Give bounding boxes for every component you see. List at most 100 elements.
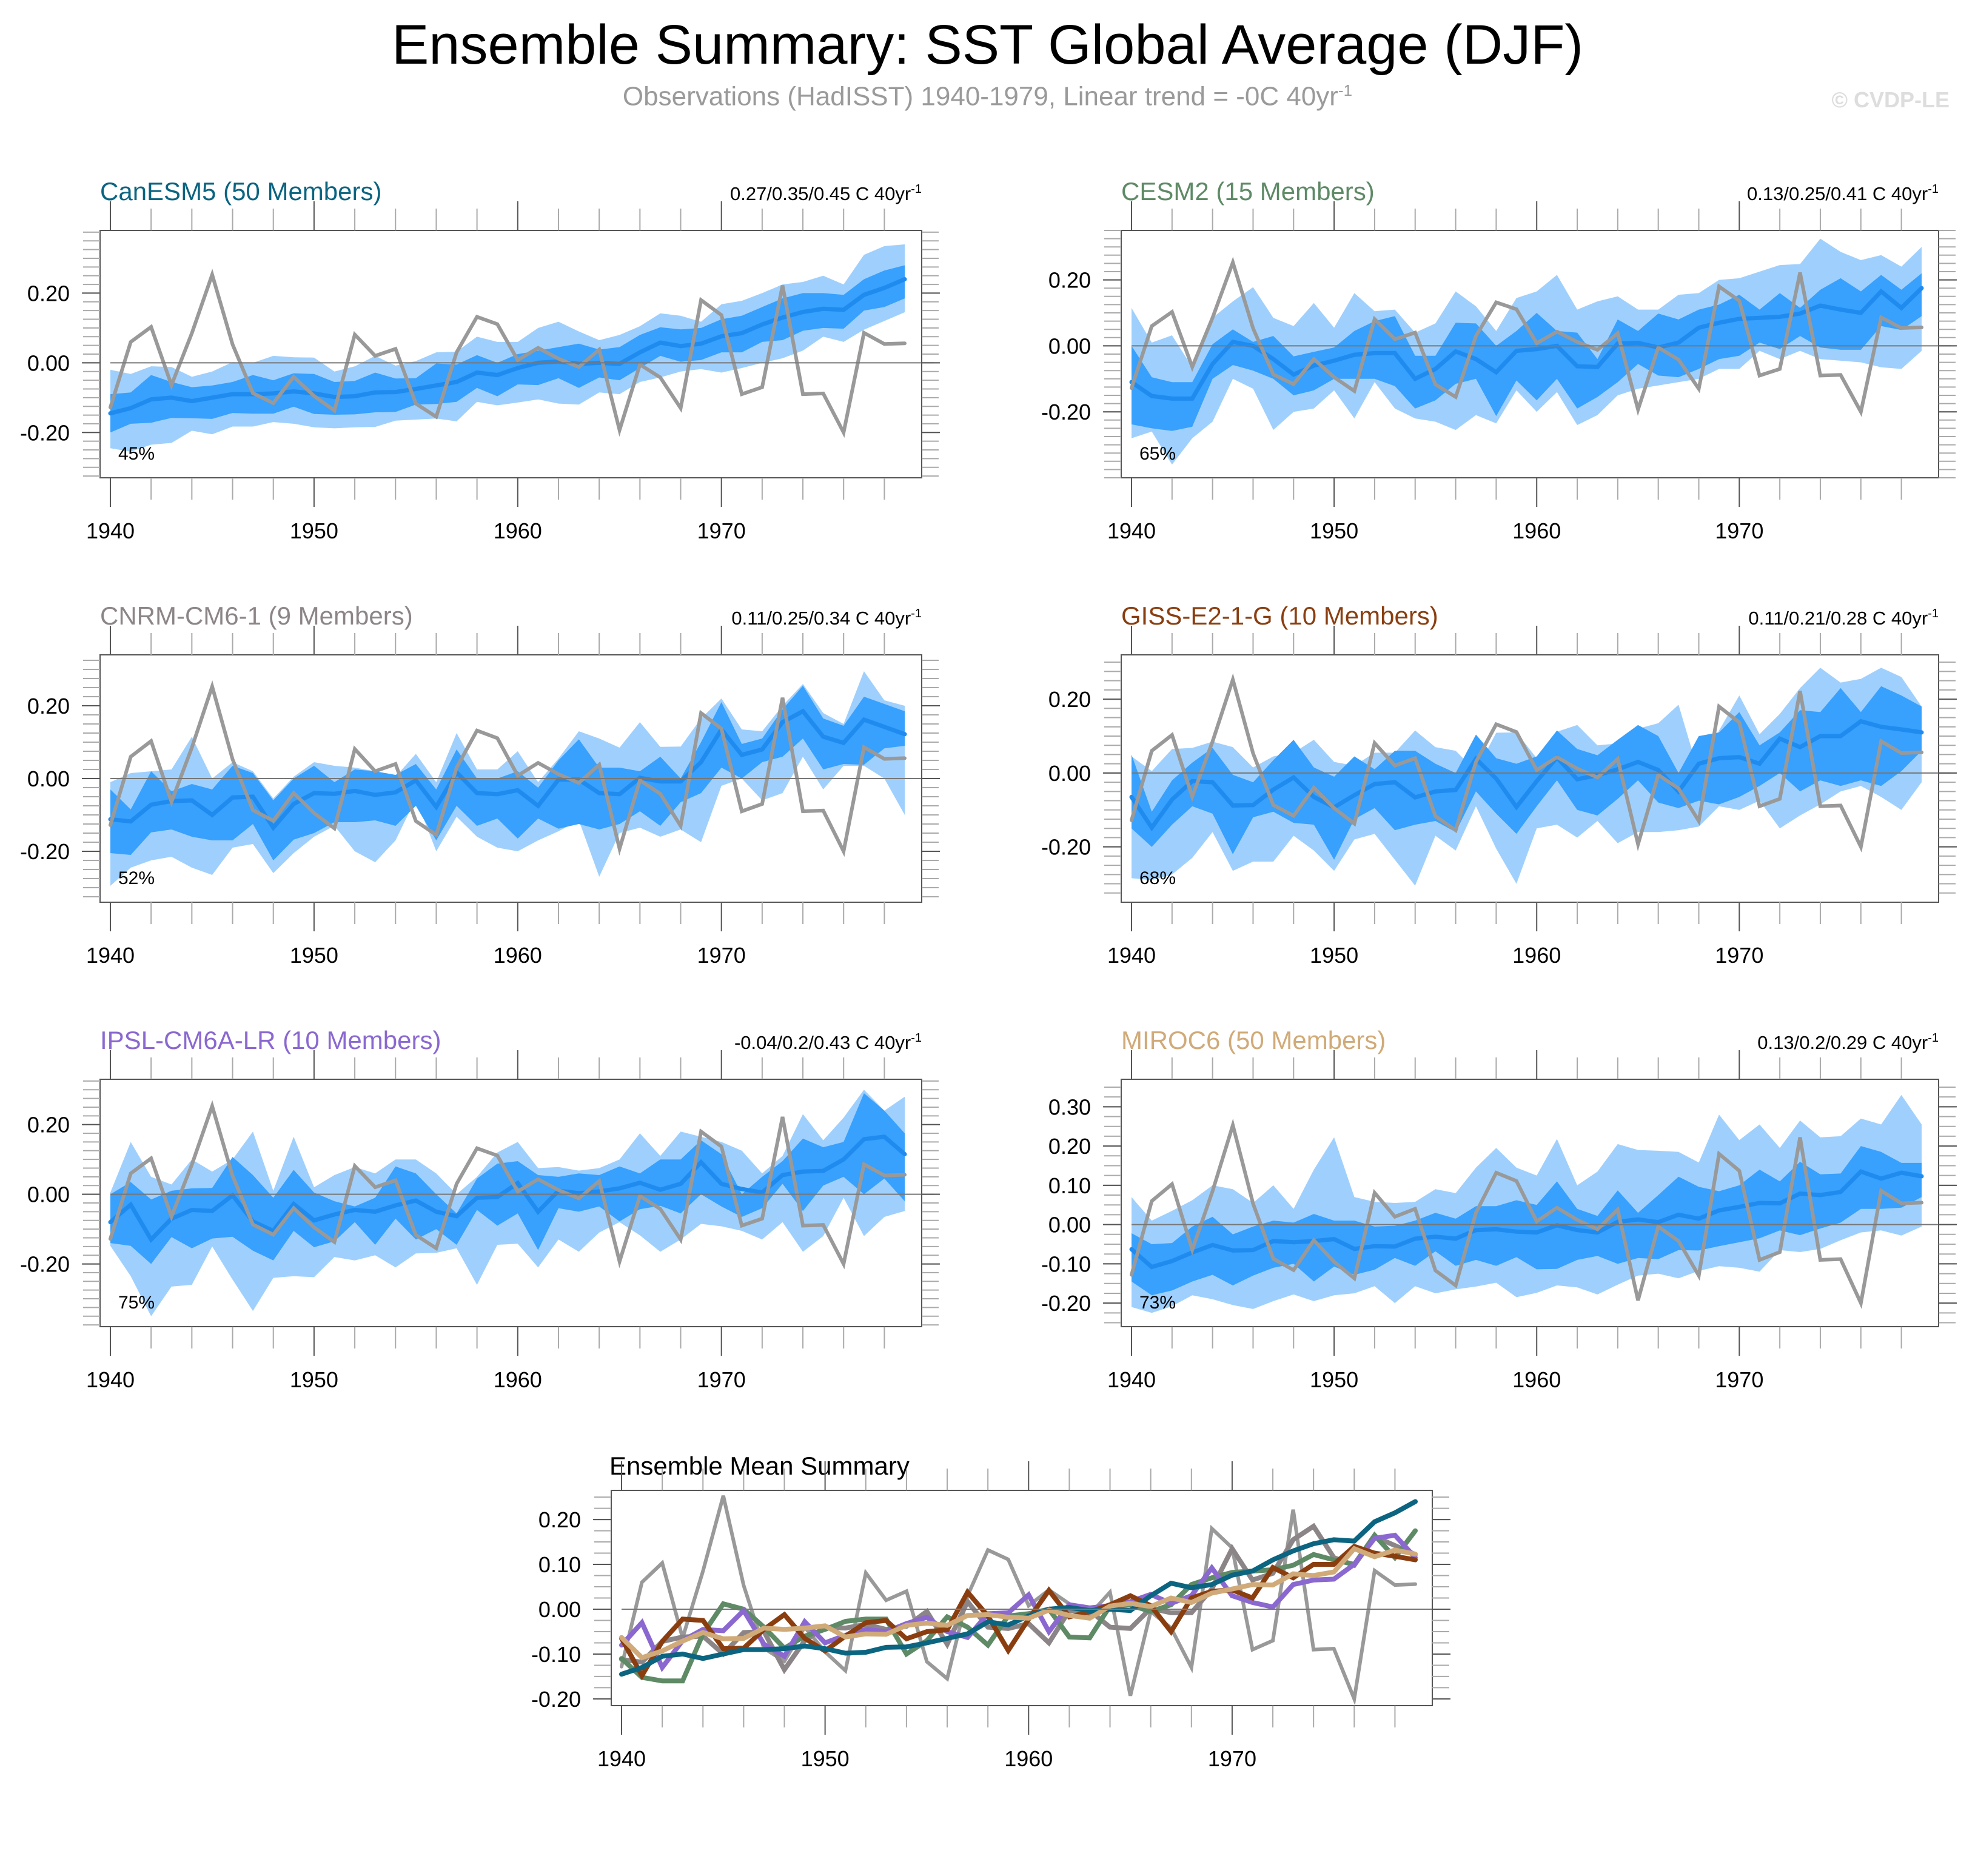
y-tick-label: -0.20 [1041, 835, 1091, 860]
x-tick-label: 1950 [290, 518, 338, 543]
ensemble-mean-line [108, 277, 907, 416]
x-tick-label: 1970 [697, 518, 746, 543]
y-tick-label: -0.20 [1041, 1291, 1091, 1316]
trend-text: 0.27/0.35/0.45 C 40yr [730, 183, 911, 204]
x-tick-label: 1940 [597, 1746, 646, 1771]
panel-title: CESM2 (15 Members) [1121, 177, 1375, 206]
y-tick-label: 0.00 [27, 1182, 70, 1207]
y-tick-label: 0.20 [1048, 1134, 1091, 1159]
trend-superscript: -1 [1928, 607, 1939, 620]
y-tick-label: 0.10 [538, 1552, 581, 1577]
observations-line [1130, 673, 1923, 853]
x-tick-label: 1960 [494, 943, 542, 968]
panel-ipsl-cm6a-lr: IPSL-CM6A-LR (10 Members) -0.04/0.2/0.43 … [20, 1026, 940, 1392]
x-tick-label: 1970 [1208, 1746, 1256, 1771]
x-tick-label: 1950 [290, 943, 338, 968]
y-tick-label: 0.00 [1048, 1213, 1091, 1238]
panel-canesm5: CanESM5 (50 Members) 0.27/0.35/0.45 C 40y… [20, 177, 940, 543]
x-tick-label: 1970 [697, 943, 746, 968]
y-tick-label: -0.10 [1041, 1251, 1091, 1276]
x-tick-label: 1950 [801, 1746, 850, 1771]
trend-label: 0.13/0.2/0.29 C 40yr-1 [1757, 1031, 1939, 1053]
y-tick-label: 0.20 [27, 694, 70, 719]
plot-area [619, 1495, 1418, 1706]
percent-label: 73% [1139, 1293, 1176, 1313]
plot-area [108, 1090, 907, 1316]
outer-range-band [110, 244, 905, 452]
x-tick-label: 1950 [1310, 943, 1358, 968]
percent-label: 68% [1139, 868, 1176, 888]
plot-frame [1121, 1079, 1939, 1327]
trend-label: 0.11/0.25/0.34 C 40yr-1 [731, 607, 922, 629]
trend-text: 0.13/0.25/0.41 C 40yr [1747, 183, 1928, 204]
x-tick-label: 1950 [1310, 518, 1358, 543]
panel-title: CanESM5 (50 Members) [100, 177, 381, 206]
y-tick-label: -0.20 [20, 1252, 70, 1277]
observations-line [1130, 256, 1923, 417]
inner-range-band [110, 686, 905, 860]
plot-frame [1121, 654, 1939, 903]
percent-label: 45% [118, 444, 155, 464]
panel-ensemble: Ensemble Mean Summary 1940 1950 1960 1970 -0.… [531, 1452, 1450, 1771]
y-tick-label: 0.00 [1048, 761, 1091, 786]
y-tick-label: -0.20 [20, 420, 70, 445]
trend-superscript: -1 [911, 1031, 922, 1045]
y-tick-label: 0.00 [27, 350, 70, 375]
x-tick-label: 1970 [1715, 518, 1763, 543]
x-tick-label: 1940 [86, 943, 135, 968]
x-tick-label: 1970 [1715, 1367, 1763, 1392]
figure-subtitle: Observations (HadISST) 1940-1979, Linear… [0, 81, 1975, 112]
x-tick-label: 1960 [494, 1367, 542, 1392]
y-tick-label: 0.00 [1048, 333, 1091, 358]
x-tick-label: 1940 [1107, 518, 1156, 543]
x-tick-label: 1940 [86, 1367, 135, 1392]
trend-superscript: -1 [1928, 1031, 1939, 1045]
x-tick-label: 1970 [1715, 943, 1763, 968]
series-line-canesm5 [619, 1499, 1418, 1677]
inner-range-band [1132, 273, 1922, 431]
panel-title: CNRM-CM6-1 (9 Members) [100, 601, 413, 630]
percent-label: 52% [118, 868, 155, 888]
x-tick-label: 1950 [290, 1367, 338, 1392]
observations-line [109, 680, 907, 857]
y-tick-label: 0.00 [538, 1597, 581, 1622]
trend-label: 0.11/0.21/0.28 C 40yr-1 [1748, 607, 1939, 629]
trend-superscript: -1 [911, 607, 922, 620]
panel-cnrm-cm6-1: CNRM-CM6-1 (9 Members) 0.11/0.25/0.34 C 4… [20, 601, 940, 968]
trend-label: -0.04/0.2/0.43 C 40yr-1 [734, 1031, 922, 1053]
y-tick-label: 0.20 [538, 1507, 581, 1532]
y-tick-label: 0.20 [27, 1113, 70, 1137]
panel-title: MIROC6 (50 Members) [1121, 1026, 1386, 1054]
x-tick-label: 1940 [1107, 943, 1156, 968]
y-tick-label: -0.20 [20, 839, 70, 864]
y-tick-label: 0.20 [1048, 687, 1091, 712]
percent-label: 75% [118, 1293, 155, 1313]
series-line-giss-e2-1-g [619, 1543, 1418, 1681]
observations-line [109, 269, 907, 438]
trend-text: -0.04/0.2/0.43 C 40yr [734, 1032, 911, 1053]
y-tick-label: -0.10 [531, 1642, 581, 1667]
trend-text: 0.11/0.25/0.34 C 40yr [731, 608, 911, 629]
x-tick-label: 1960 [1512, 1367, 1561, 1392]
x-tick-label: 1960 [1512, 518, 1561, 543]
x-tick-label: 1940 [86, 518, 135, 543]
y-tick-label: 0.10 [1048, 1173, 1091, 1198]
x-tick-label: 1970 [697, 1367, 746, 1392]
trend-text: 0.11/0.21/0.28 C 40yr [1748, 608, 1928, 629]
plot-area [108, 244, 907, 452]
x-tick-label: 1960 [1004, 1746, 1053, 1771]
series-line-cesm2 [619, 1528, 1418, 1684]
watermark: © CVDP-LE [1831, 87, 1950, 112]
x-tick-label: 1940 [1107, 1367, 1156, 1392]
subtitle-superscript: -1 [1338, 81, 1353, 99]
panel-title: IPSL-CM6A-LR (10 Members) [100, 1026, 441, 1054]
trend-text: 0.13/0.2/0.29 C 40yr [1757, 1032, 1928, 1053]
panel-title: GISS-E2-1-G (10 Members) [1121, 601, 1438, 630]
y-tick-label: 0.30 [1048, 1094, 1091, 1119]
percent-label: 65% [1139, 444, 1176, 464]
y-tick-label: -0.20 [531, 1687, 581, 1712]
trend-label: 0.27/0.35/0.45 C 40yr-1 [730, 183, 922, 204]
panel-title: Ensemble Mean Summary [609, 1452, 910, 1480]
observations-line [109, 1100, 907, 1270]
